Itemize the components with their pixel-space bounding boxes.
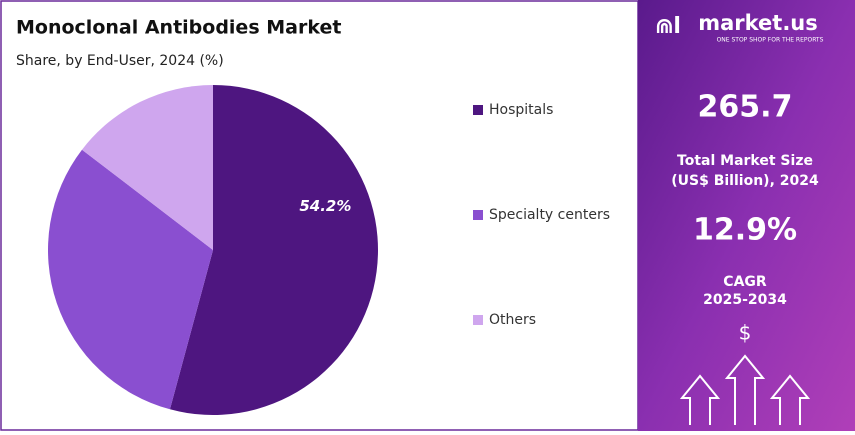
chart-title: Monoclonal Antibodies Market	[16, 17, 341, 39]
legend-swatch	[473, 315, 483, 325]
arrow-icon	[724, 354, 766, 425]
data-label: 54.2%	[299, 197, 351, 215]
legend-label: Hospitals	[489, 102, 553, 118]
side-content: ⋒l market.us ONE STOP SHOP FOR THE REPOR…	[655, 11, 824, 345]
cagr-label: 2025-2034	[703, 292, 787, 308]
cagr: 12.9%	[693, 213, 797, 248]
market-size-label: Total Market Size	[677, 153, 813, 169]
legend-label: Specialty centers	[489, 207, 610, 223]
pie-slice	[81, 85, 214, 250]
legend-swatch	[473, 105, 483, 115]
arrow-icon	[769, 374, 811, 425]
market-size: 265.7	[698, 90, 793, 125]
pie-slice	[47, 149, 213, 410]
legend-label: Others	[489, 312, 536, 328]
brand: market.us	[698, 11, 818, 35]
arrow-icons	[679, 354, 811, 425]
tagline: ONE STOP SHOP FOR THE REPORTS	[717, 37, 824, 44]
market-size-label: (US$ Billion), 2024	[671, 173, 819, 189]
arrow-icon	[679, 374, 721, 425]
legend-swatch	[473, 210, 483, 220]
chart-subtitle: Share, by End-User, 2024 (%)	[16, 53, 224, 69]
legend: Hospitals Specialty centers Others	[473, 102, 610, 328]
cagr-label: CAGR	[723, 274, 767, 290]
logo-mark: ⋒l	[655, 14, 681, 39]
currency-icon: $	[739, 321, 752, 345]
pie-slice	[169, 85, 379, 416]
pie: 54.2%	[47, 85, 379, 416]
